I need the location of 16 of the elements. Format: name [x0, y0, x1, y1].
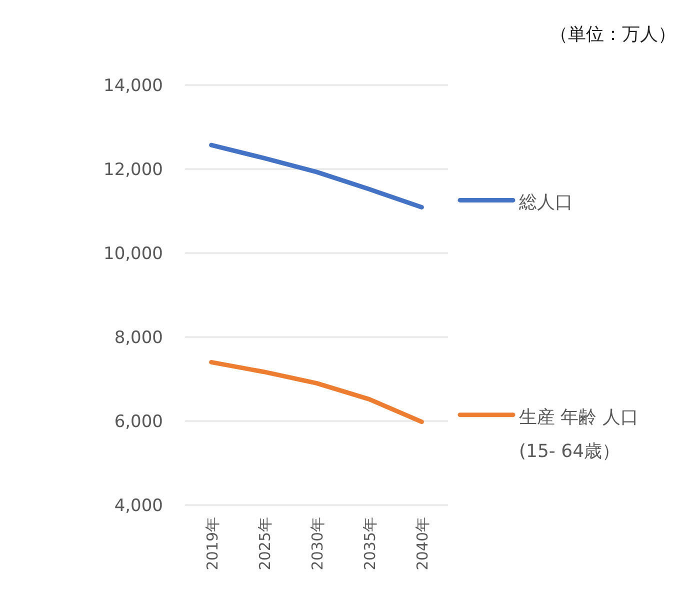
text: （単位：万人）: [550, 24, 676, 45]
line-series: [209, 142, 424, 210]
legend-label: 総人口: [519, 191, 573, 216]
x-tick-label: 2035年: [361, 517, 380, 570]
x-tick-label: 2025年: [256, 517, 274, 570]
y-tick-label: 12,000: [104, 160, 163, 180]
x-tick-label: 2030年: [308, 517, 326, 570]
x-tick-label: 2019年: [203, 517, 222, 570]
y-tick-label: 8,000: [114, 328, 163, 348]
y-tick-label: 10,000: [104, 244, 163, 264]
x-tick-label: 2040年: [414, 517, 432, 570]
y-tick-label: 6,000: [114, 412, 163, 432]
y-tick-label: 14,000: [104, 76, 163, 96]
legend-label: 生産 年齢 人口 (15- 64歳）: [519, 406, 638, 464]
line-series: [209, 360, 424, 424]
y-tick-label: 4,000: [114, 496, 163, 516]
